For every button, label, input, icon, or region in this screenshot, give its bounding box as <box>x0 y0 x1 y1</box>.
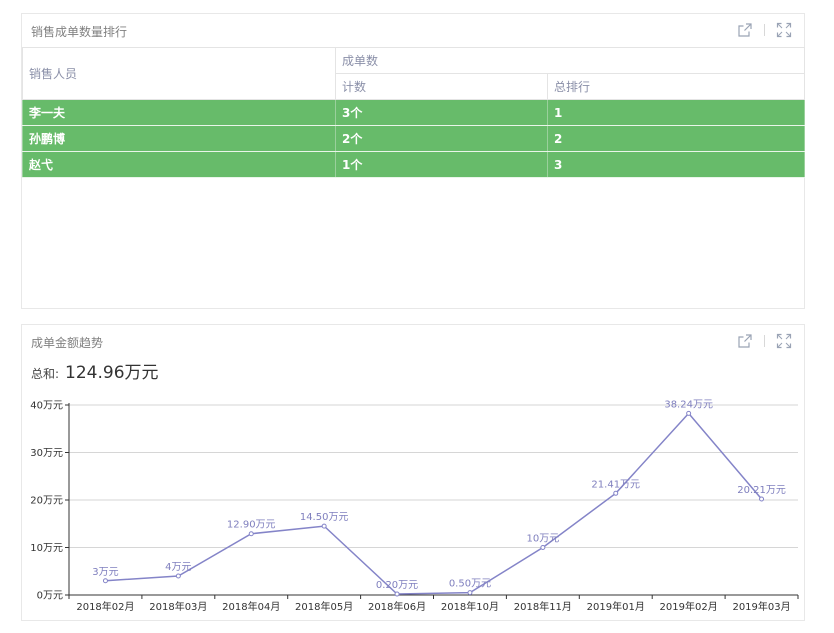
cell-rank: 1 <box>546 99 806 126</box>
y-tick-label: 40万元 <box>30 401 63 412</box>
data-point <box>175 573 181 579</box>
data-point <box>394 591 400 597</box>
y-tick-label: 20万元 <box>30 496 63 507</box>
cell-rank: 2 <box>546 125 806 152</box>
ranking-table: 销售人员 成单数 计数 总排行 李一夫 3个 1 孙鹏博 2个 2 赵弋 1个 <box>22 47 806 178</box>
data-point <box>759 496 765 502</box>
col-header-salesperson: 销售人员 <box>22 47 336 100</box>
cell-salesperson: 孙鹏博 <box>22 125 336 152</box>
data-label: 0.20万元 <box>376 580 418 591</box>
data-label: 20.21万元 <box>737 485 786 496</box>
sum-value: 124.96万元 <box>65 363 159 383</box>
data-label: 0.50万元 <box>449 579 491 590</box>
panel-tools <box>737 22 792 38</box>
x-tick-label: 2018年05月 <box>295 600 353 613</box>
data-label: 38.24万元 <box>664 399 713 410</box>
data-label: 12.90万元 <box>227 520 276 531</box>
data-point <box>540 545 546 550</box>
table-row[interactable]: 李一夫 3个 1 <box>22 99 806 126</box>
group-header-orders: 成单数 <box>334 47 806 74</box>
trend-line-chart: 0万元 10万元 20万元 30万元 40万元 2018年02月 2018年03月 2018年… <box>30 399 799 613</box>
data-label: 14.50万元 <box>300 512 349 523</box>
data-point <box>102 578 108 584</box>
tool-divider <box>764 335 765 347</box>
y-tick-label: 30万元 <box>30 448 63 459</box>
data-label: 21.41万元 <box>591 479 640 490</box>
x-tick-label: 2019年03月 <box>732 600 790 613</box>
external-link-icon[interactable] <box>737 22 753 38</box>
x-tick-label: 2019年02月 <box>660 600 718 613</box>
cell-salesperson: 赵弋 <box>22 151 336 178</box>
series-line <box>105 412 763 595</box>
x-tick-label: 2018年02月 <box>76 600 134 613</box>
table-row[interactable]: 赵弋 1个 3 <box>22 151 806 178</box>
x-tick-label: 2018年03月 <box>149 600 207 613</box>
cell-salesperson: 李一夫 <box>22 99 336 126</box>
y-tick-label: 10万元 <box>30 543 63 554</box>
col-header-count: 计数 <box>335 73 548 100</box>
cell-count: 2个 <box>335 125 548 152</box>
external-link-icon[interactable] <box>737 333 753 349</box>
panel-header: 销售成单数量排行 <box>22 14 804 47</box>
panel-header: 成单金额趋势 <box>22 325 804 358</box>
data-point <box>321 523 327 529</box>
col-header-rank: 总排行 <box>546 73 806 100</box>
table-row[interactable]: 孙鹏博 2个 2 <box>22 125 806 152</box>
cell-count: 1个 <box>335 151 548 178</box>
panel-title: 成单金额趋势 <box>31 336 104 350</box>
y-tick-label: 0万元 <box>37 591 63 602</box>
data-point <box>613 490 619 496</box>
panel-title: 销售成单数量排行 <box>31 25 128 39</box>
x-tick-label: 2018年11月 <box>514 600 572 613</box>
data-point <box>248 531 254 537</box>
fullscreen-icon[interactable] <box>776 333 792 349</box>
sum-label: 总和: <box>31 367 60 381</box>
sum-summary: 总和: 124.96万元 <box>31 358 159 383</box>
x-tick-label: 2018年04月 <box>222 600 280 613</box>
data-label: 4万元 <box>165 562 191 573</box>
data-point <box>686 410 692 416</box>
x-tick-label: 2018年06月 <box>368 600 426 613</box>
tool-divider <box>764 24 765 36</box>
order-amount-trend-panel: 0万元 10万元 20万元 30万元 40万元 2018年02月 2018年03月 2018年… <box>21 324 805 621</box>
sales-ranking-panel: 销售成单数量排行 <box>21 13 806 309</box>
x-tick-label: 2018年10月 <box>441 600 499 613</box>
data-point <box>467 590 473 596</box>
cell-rank: 3 <box>546 151 806 178</box>
panel-tools <box>737 333 792 349</box>
x-tick-label: 2019年01月 <box>587 600 645 613</box>
data-label: 10万元 <box>526 534 559 545</box>
fullscreen-icon[interactable] <box>776 22 792 38</box>
data-label: 3万元 <box>92 567 118 578</box>
cell-count: 3个 <box>335 99 548 126</box>
